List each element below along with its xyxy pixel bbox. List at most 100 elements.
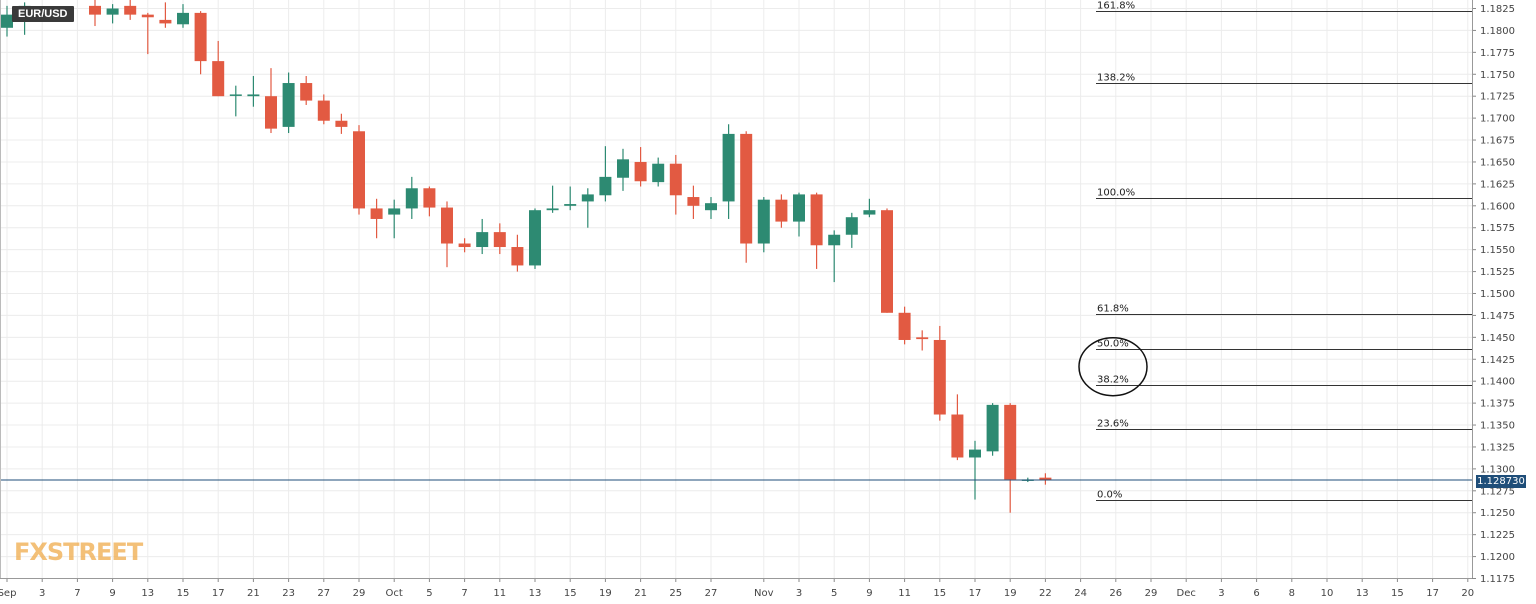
- x-tick-label: 9: [109, 588, 115, 599]
- candle-down: [212, 40, 225, 97]
- y-tick-label: 1.1600: [1480, 201, 1515, 212]
- candle-up: [863, 198, 876, 218]
- candle-down: [159, 2, 172, 28]
- candle-body: [388, 208, 401, 215]
- y-tick-label: 1.1275: [1480, 486, 1515, 497]
- candle-up: [247, 76, 260, 107]
- candle-body: [106, 8, 119, 15]
- x-tick-label: 15: [933, 588, 946, 599]
- candle-body: [793, 194, 805, 222]
- fib-level-label: 138.2%: [1097, 73, 1135, 84]
- candle-up: [405, 176, 418, 219]
- candle-down: [687, 185, 700, 219]
- candle-up: [986, 403, 999, 456]
- candle-down: [353, 125, 365, 215]
- x-tick-label: 27: [705, 588, 718, 599]
- candle-body: [1004, 404, 1017, 480]
- chart-grid: [0, 0, 1472, 579]
- candle-body: [229, 94, 242, 96]
- candle-body: [300, 83, 313, 101]
- fib-level-label: 161.8%: [1097, 1, 1135, 12]
- candle-down: [124, 0, 137, 20]
- x-tick-label: 10: [1321, 588, 1334, 599]
- candle-body: [546, 208, 559, 211]
- y-tick-label: 1.1725: [1480, 92, 1515, 103]
- candle-down: [951, 394, 964, 461]
- candle-body: [951, 414, 964, 458]
- candle-down: [740, 131, 753, 263]
- x-tick-label: 13: [529, 588, 542, 599]
- candle-body: [845, 217, 858, 235]
- candle-down: [1004, 403, 1017, 513]
- y-tick-label: 1.1350: [1480, 421, 1515, 432]
- fib-level-label: 0.0%: [1097, 490, 1122, 501]
- candle-body: [212, 61, 225, 97]
- chart-annotations: [1078, 336, 1148, 397]
- candle-down: [898, 306, 911, 345]
- candle-body: [511, 247, 524, 266]
- x-tick-label: 3: [796, 588, 802, 599]
- symbol-label: EUR/USD: [12, 6, 74, 22]
- x-tick-label: 5: [831, 588, 837, 599]
- candle-body: [247, 94, 260, 97]
- x-tick-label: 9: [866, 588, 872, 599]
- x-tick-label: 29: [353, 588, 366, 599]
- fib-level-label: 100.0%: [1097, 188, 1135, 199]
- candle-body: [370, 208, 383, 219]
- candle-body: [194, 12, 207, 62]
- x-tick-label: 24: [1074, 588, 1087, 599]
- y-tick-label: 1.1300: [1480, 464, 1515, 475]
- candle-body: [335, 120, 348, 127]
- x-tick-label: 20: [1461, 588, 1474, 599]
- candle-body: [757, 199, 770, 244]
- candle-up: [581, 188, 594, 228]
- candle-down: [300, 76, 313, 105]
- x-tick-label: 7: [74, 588, 80, 599]
- y-tick-label: 1.1625: [1480, 179, 1515, 190]
- candle-down: [194, 11, 207, 75]
- candle-body: [282, 83, 295, 127]
- candle-body: [599, 176, 612, 196]
- candle-body: [705, 203, 717, 211]
- x-tick-label: 17: [1426, 588, 1439, 599]
- y-tick-label: 1.1400: [1480, 377, 1515, 388]
- y-tick-label: 1.1500: [1480, 289, 1515, 300]
- time-axis[interactable]: Sep 3 7 9 13 15 17 21 23 27 29 Oct 5 7 11 13 15 19 21 25 27 N…: [0, 0, 1474, 599]
- fib-level-label: 38.2%: [1097, 375, 1129, 386]
- x-tick-label: 17: [212, 588, 225, 599]
- fxstreet-logo: FXSTREET: [14, 538, 143, 566]
- x-tick-label: 13: [1356, 588, 1369, 599]
- candle-body: [141, 14, 154, 18]
- candle-body: [317, 100, 330, 121]
- x-tick-label: 21: [247, 588, 260, 599]
- candle-down: [669, 154, 682, 215]
- candle-up: [793, 192, 805, 237]
- candle-up: [969, 440, 981, 500]
- candle-up: [476, 218, 489, 255]
- candle-up: [722, 124, 735, 219]
- candle-body: [159, 19, 172, 24]
- candle-up: [564, 186, 577, 211]
- x-tick-label: 29: [1145, 588, 1158, 599]
- candle-body: [933, 339, 946, 415]
- candle-body: [828, 234, 841, 246]
- candle-body: [405, 188, 418, 209]
- x-tick-label: 3: [39, 588, 45, 599]
- x-tick-label: 15: [564, 588, 577, 599]
- candle-down: [141, 12, 154, 55]
- candle-up: [1, 5, 13, 37]
- price-axis[interactable]: 1.1825 1.1800 1.1775 1.1750 1.1725 1.1700 1.16…: [1472, 0, 1515, 585]
- candle-body: [740, 133, 753, 244]
- y-tick-label: 1.1425: [1480, 355, 1515, 366]
- candle-body: [177, 12, 189, 25]
- candle-body: [863, 210, 876, 215]
- candle-body: [617, 159, 629, 178]
- candlestick-series: [1, 0, 1052, 513]
- candle-body: [353, 131, 365, 209]
- candle-up: [845, 212, 858, 248]
- candle-body: [458, 243, 471, 248]
- candle-down: [265, 68, 277, 134]
- candle-down: [493, 223, 506, 255]
